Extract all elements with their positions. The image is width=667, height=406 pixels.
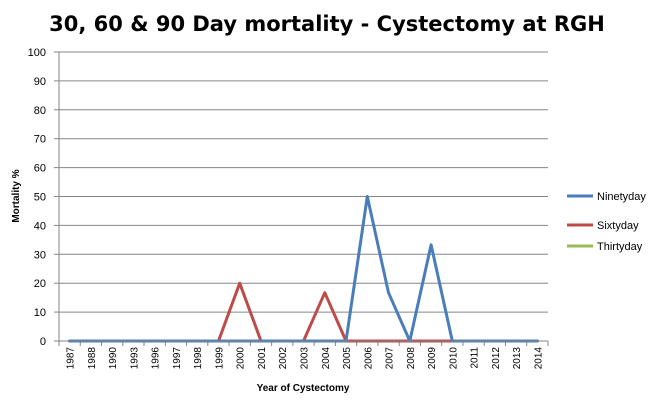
- y-tick-label: 20: [34, 278, 46, 290]
- x-axis-label: Year of Cystectomy: [257, 383, 350, 394]
- y-axis-label: Mortality %: [11, 169, 22, 222]
- y-tick-label: 50: [34, 192, 46, 204]
- y-axis-ticks: 0 10 20 30 40 50 60 70 80 90 100: [28, 47, 46, 348]
- x-axis-ticks: 1987 1988 1990 1993 1996 1997 1998 1999 2000 2001…: [66, 347, 545, 370]
- y-tick-label: 30: [34, 249, 46, 261]
- x-tick-label: 2014: [533, 347, 544, 370]
- x-tick-label: 2013: [512, 347, 523, 370]
- x-tick-label: 1993: [129, 347, 140, 370]
- y-tick-label: 100: [28, 47, 46, 59]
- y-tick-label: 60: [34, 163, 46, 175]
- x-tick-label: 1996: [151, 347, 162, 370]
- y-tick-label: 0: [40, 336, 46, 348]
- x-tick-label: 1988: [87, 347, 98, 370]
- x-tick-label: 2007: [385, 347, 396, 370]
- y-tick-label: 10: [34, 307, 46, 319]
- x-tick-label: 2003: [300, 347, 311, 370]
- x-tick-label: 2001: [257, 347, 268, 370]
- legend-label-ninetyday: Ninetyday: [597, 191, 646, 203]
- x-tick-label: 1990: [108, 347, 119, 370]
- y-tick-label: 70: [34, 134, 46, 146]
- chart-title: 30, 60 & 90 Day mortality - Cystectomy a…: [49, 12, 605, 36]
- series-lines: [59, 195, 548, 343]
- x-tick-label: 2005: [342, 347, 353, 370]
- x-tick-label: 2012: [491, 347, 502, 370]
- legend: Ninetyday Sixtyday Thirtyday: [567, 191, 646, 253]
- x-tick-label: 2000: [236, 347, 247, 370]
- x-tick-label: 2008: [406, 347, 417, 370]
- legend-label-thirtyday: Thirtyday: [597, 241, 643, 253]
- x-tick-label: 1998: [193, 347, 204, 370]
- series-line-ninetyday: [68, 195, 539, 343]
- x-tick-label: 1987: [66, 347, 77, 370]
- x-tick-label: 2011: [470, 347, 481, 369]
- x-tick-label: 2009: [427, 347, 438, 370]
- y-tick-label: 40: [34, 220, 46, 232]
- x-tick-label: 2006: [363, 347, 374, 370]
- legend-label-sixtyday: Sixtyday: [597, 220, 639, 232]
- gridlines: [54, 51, 549, 346]
- y-tick-label: 90: [34, 76, 46, 88]
- x-tick-label: 1999: [214, 347, 225, 370]
- x-tick-label: 2004: [321, 347, 332, 370]
- x-tick-label: 1997: [172, 347, 183, 370]
- x-tick-label: 2002: [278, 347, 289, 370]
- y-tick-label: 80: [34, 105, 46, 117]
- x-tick-label: 2010: [448, 347, 459, 370]
